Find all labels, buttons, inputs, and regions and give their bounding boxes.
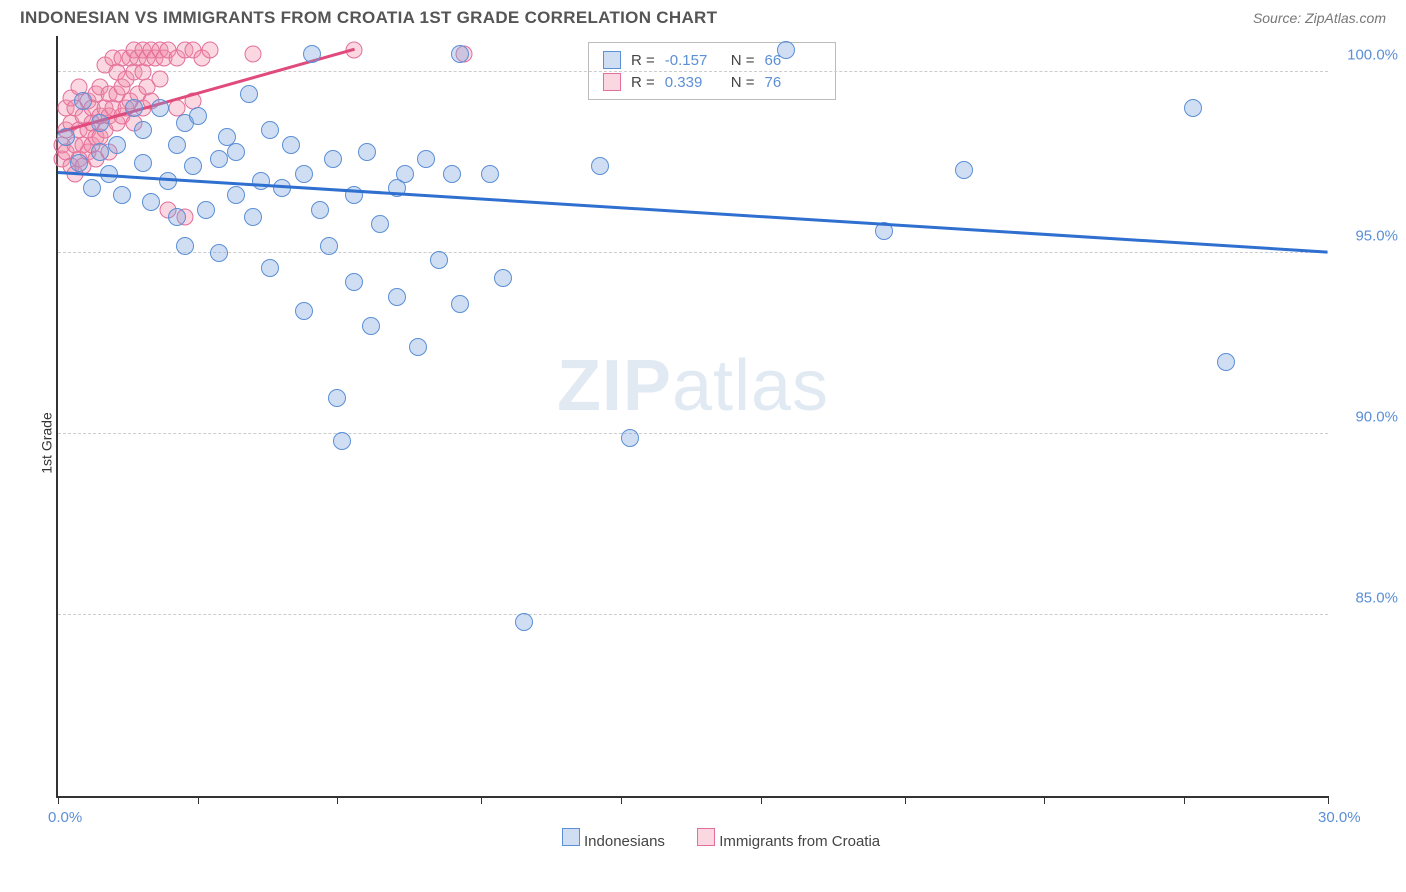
data-point bbox=[591, 157, 609, 175]
data-point bbox=[345, 273, 363, 291]
x-tick bbox=[337, 796, 338, 804]
data-point bbox=[83, 179, 101, 197]
data-point bbox=[202, 42, 219, 59]
data-point bbox=[320, 237, 338, 255]
x-tick bbox=[58, 796, 59, 804]
data-point bbox=[333, 432, 351, 450]
data-point bbox=[362, 317, 380, 335]
data-point bbox=[227, 143, 245, 161]
data-point bbox=[324, 150, 342, 168]
data-point bbox=[282, 136, 300, 154]
data-point bbox=[240, 85, 258, 103]
data-point bbox=[210, 244, 228, 262]
data-point bbox=[91, 143, 109, 161]
data-point bbox=[451, 45, 469, 63]
data-point bbox=[142, 193, 160, 211]
swatch-icon bbox=[562, 828, 580, 846]
gridline bbox=[58, 252, 1328, 253]
data-point bbox=[358, 143, 376, 161]
x-tick bbox=[621, 796, 622, 804]
data-point bbox=[57, 128, 75, 146]
data-point bbox=[388, 288, 406, 306]
data-point bbox=[417, 150, 435, 168]
x-tick bbox=[1044, 796, 1045, 804]
data-point bbox=[777, 41, 795, 59]
data-point bbox=[176, 237, 194, 255]
gridline bbox=[58, 71, 1328, 72]
data-point bbox=[227, 186, 245, 204]
x-tick-label: 0.0% bbox=[48, 809, 82, 826]
data-point bbox=[108, 136, 126, 154]
y-tick-label: 90.0% bbox=[1355, 409, 1398, 426]
data-point bbox=[443, 165, 461, 183]
swatch-icon bbox=[603, 73, 621, 91]
data-point bbox=[151, 71, 168, 88]
bottom-legend: Indonesians Immigrants from Croatia bbox=[56, 828, 1386, 850]
data-point bbox=[1217, 353, 1235, 371]
watermark: ZIPatlas bbox=[557, 345, 829, 427]
data-point bbox=[252, 172, 270, 190]
data-point bbox=[430, 251, 448, 269]
data-point bbox=[451, 295, 469, 313]
data-point bbox=[91, 114, 109, 132]
data-point bbox=[303, 45, 321, 63]
x-tick bbox=[198, 796, 199, 804]
data-point bbox=[481, 165, 499, 183]
data-point bbox=[244, 46, 261, 63]
data-point bbox=[168, 136, 186, 154]
y-axis-label: 1st Grade bbox=[39, 412, 55, 473]
data-point bbox=[295, 302, 313, 320]
data-point bbox=[295, 165, 313, 183]
data-point bbox=[371, 215, 389, 233]
data-point bbox=[70, 154, 88, 172]
x-tick bbox=[761, 796, 762, 804]
data-point bbox=[261, 259, 279, 277]
r-value-blue: -0.157 bbox=[665, 52, 721, 69]
gridline bbox=[58, 614, 1328, 615]
data-point bbox=[210, 150, 228, 168]
x-tick bbox=[481, 796, 482, 804]
data-point bbox=[955, 161, 973, 179]
data-point bbox=[328, 389, 346, 407]
x-tick bbox=[905, 796, 906, 804]
data-point bbox=[184, 157, 202, 175]
y-tick-label: 100.0% bbox=[1347, 47, 1398, 64]
data-point bbox=[125, 99, 143, 117]
x-tick bbox=[1184, 796, 1185, 804]
y-tick-label: 85.0% bbox=[1355, 590, 1398, 607]
data-point bbox=[244, 208, 262, 226]
data-point bbox=[515, 613, 533, 631]
x-tick bbox=[1328, 796, 1329, 804]
data-point bbox=[621, 429, 639, 447]
data-point bbox=[409, 338, 427, 356]
swatch-icon bbox=[603, 51, 621, 69]
n-value-pink: 76 bbox=[765, 74, 821, 91]
data-point bbox=[197, 201, 215, 219]
data-point bbox=[74, 92, 92, 110]
swatch-icon bbox=[697, 828, 715, 846]
r-value-pink: 0.339 bbox=[665, 74, 721, 91]
data-point bbox=[261, 121, 279, 139]
data-point bbox=[494, 269, 512, 287]
gridline bbox=[58, 433, 1328, 434]
chart-title: INDONESIAN VS IMMIGRANTS FROM CROATIA 1S… bbox=[20, 8, 717, 28]
y-tick-label: 95.0% bbox=[1355, 228, 1398, 245]
legend-label-pink: Immigrants from Croatia bbox=[719, 833, 880, 850]
data-point bbox=[396, 165, 414, 183]
stat-row-pink: R = 0.339 N = 76 bbox=[603, 71, 821, 93]
data-point bbox=[189, 107, 207, 125]
data-point bbox=[134, 121, 152, 139]
plot-region: ZIPatlas R = -0.157 N = 66 R = 0.339 N =… bbox=[56, 36, 1328, 798]
data-point bbox=[168, 208, 186, 226]
data-point bbox=[151, 99, 169, 117]
legend-label-blue: Indonesians bbox=[584, 833, 665, 850]
data-point bbox=[134, 154, 152, 172]
source-label: Source: ZipAtlas.com bbox=[1253, 10, 1386, 26]
x-tick-label: 30.0% bbox=[1318, 809, 1361, 826]
data-point bbox=[311, 201, 329, 219]
data-point bbox=[1184, 99, 1202, 117]
chart-area: 1st Grade ZIPatlas R = -0.157 N = 66 R =… bbox=[56, 36, 1386, 850]
data-point bbox=[113, 186, 131, 204]
